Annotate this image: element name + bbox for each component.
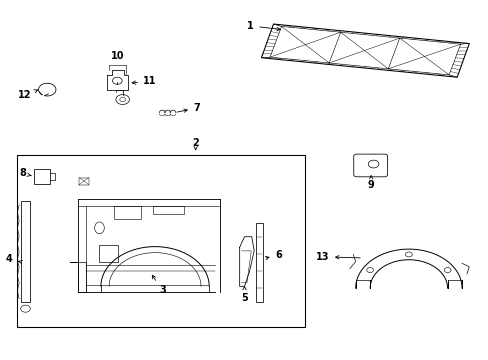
- Text: 7: 7: [177, 103, 200, 113]
- Text: 8: 8: [19, 168, 31, 179]
- Text: 1: 1: [247, 21, 280, 31]
- Text: 10: 10: [110, 51, 124, 62]
- Text: 5: 5: [241, 287, 247, 302]
- Text: 2: 2: [192, 138, 199, 148]
- Text: 12: 12: [18, 90, 38, 100]
- Bar: [34, 169, 50, 184]
- Text: 13: 13: [315, 252, 360, 262]
- Bar: [99, 244, 118, 261]
- Text: 11: 11: [132, 76, 156, 86]
- Bar: [17, 155, 305, 327]
- Text: 9: 9: [367, 176, 374, 190]
- Bar: [255, 222, 263, 302]
- Bar: [114, 206, 140, 219]
- Text: 4: 4: [6, 254, 22, 264]
- Bar: [21, 201, 30, 302]
- Bar: [152, 206, 183, 215]
- Text: 6: 6: [265, 251, 282, 260]
- Text: 3: 3: [152, 275, 165, 296]
